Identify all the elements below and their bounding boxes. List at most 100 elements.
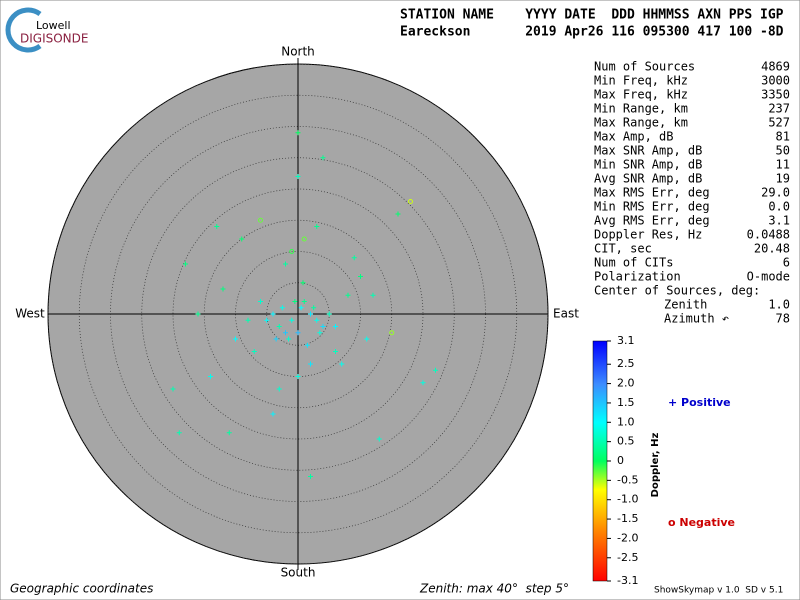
- stat-label: Polarization: [594, 270, 681, 284]
- stat-value: 6: [783, 256, 790, 270]
- source-point: [311, 305, 317, 311]
- source-point: [245, 317, 251, 323]
- stat-value: 81: [776, 130, 790, 144]
- source-point: [176, 430, 182, 436]
- footer-left: Geographic coordinates: [10, 582, 153, 596]
- source-point: [239, 236, 245, 242]
- source-point: [214, 224, 220, 229]
- stat-label: Max Freq, kHz: [594, 88, 688, 102]
- stat-value: 1.0: [768, 298, 790, 312]
- stat-value: 29.0: [761, 186, 790, 200]
- source-point: [300, 280, 306, 286]
- source-point: [301, 299, 307, 304]
- source-point: [308, 311, 313, 317]
- stat-label: Num of Sources: [594, 60, 695, 74]
- colorbar-tick-label: -3.1: [617, 574, 638, 587]
- source-point: [276, 386, 282, 392]
- header-line: STATION NAME YYYY DATE DDD HHMMSS AXN PP…: [400, 8, 784, 23]
- logo-top: Lowell: [36, 19, 71, 32]
- source-point: [320, 155, 326, 161]
- logo-bottom: DIGISONDE: [20, 32, 88, 46]
- source-point: [408, 199, 413, 204]
- source-point: [314, 317, 320, 323]
- source-point: [208, 374, 213, 379]
- source-point: [351, 255, 357, 261]
- source-point: [298, 305, 304, 311]
- source-point: [251, 349, 257, 354]
- source-point: [420, 380, 426, 386]
- stat-value: 11: [776, 158, 790, 172]
- stat-value: 3.1: [768, 214, 790, 228]
- source-point: [376, 436, 382, 442]
- colorbar-tick-label: -2.5: [617, 551, 638, 564]
- source-point: [283, 261, 288, 267]
- stat-value: 19: [776, 172, 790, 186]
- source-point: [258, 299, 263, 304]
- source-point: [308, 474, 313, 479]
- source-point: [395, 211, 401, 217]
- colorbar-tick-label: -1.0: [617, 493, 638, 506]
- stat-value: 78: [776, 312, 790, 326]
- header-line: Eareckson 2019 Apr26 116 095300 417 100 …: [400, 25, 784, 40]
- source-point: [345, 292, 351, 298]
- source-point: [433, 367, 438, 373]
- stat-value: 0.0488: [747, 228, 790, 242]
- legend-negative: o Negative: [668, 516, 735, 529]
- colorbar: [592, 340, 608, 582]
- stat-value: 50: [776, 144, 790, 158]
- source-point: [258, 217, 263, 223]
- source-point: [195, 311, 201, 317]
- source-point: [233, 336, 238, 342]
- source-point: [317, 330, 323, 336]
- colorbar-tick-label: 2.0: [617, 377, 635, 390]
- stat-value: 527: [768, 116, 790, 130]
- source-point: [170, 386, 176, 392]
- stat-label: Max Amp, dB: [594, 130, 673, 144]
- colorbar-tick-label: 2.5: [617, 357, 635, 370]
- stat-value: 3000: [761, 74, 790, 88]
- colorbar-tick-label: 0: [617, 454, 624, 467]
- source-point: [279, 305, 285, 311]
- source-point: [226, 430, 232, 436]
- source-point: [220, 286, 226, 292]
- stat-label: Min SNR Amp, dB: [594, 158, 702, 172]
- colorbar-tick-label: 1.5: [617, 396, 635, 409]
- colorbar-tick-label: -0.5: [617, 473, 638, 486]
- source-point: [264, 317, 270, 323]
- stat-label: Max Range, km: [594, 116, 688, 130]
- source-point: [295, 330, 301, 336]
- stat-label: Avg RMS Err, deg: [594, 214, 710, 228]
- source-point: [326, 311, 332, 317]
- source-point: [295, 374, 301, 379]
- stat-value: 4869: [761, 60, 790, 74]
- footer-right: ShowSkymap v 1.0 SD v 5.1: [654, 586, 783, 596]
- stat-label: Avg SNR Amp, dB: [594, 172, 702, 186]
- source-point: [320, 324, 326, 329]
- colorbar-tick-label: 3.1: [617, 334, 635, 347]
- colorbar-tick-label: -2.0: [617, 531, 638, 544]
- stat-label: Num of CITs: [594, 256, 673, 270]
- source-point: [370, 292, 376, 298]
- source-point: [358, 274, 363, 279]
- colorbar-tick-label: -1.5: [617, 512, 638, 525]
- stat-label: Min Freq, kHz: [594, 74, 688, 88]
- source-point: [314, 224, 320, 229]
- source-point: [308, 361, 313, 367]
- source-point: [333, 324, 338, 329]
- stat-value: 3350: [761, 88, 790, 102]
- source-point: [333, 349, 338, 354]
- stat-label: Zenith: [664, 298, 707, 312]
- stat-label: Min RMS Err, deg: [594, 200, 710, 214]
- stat-value: 20.48: [754, 242, 790, 256]
- stat-value: 0.0: [768, 200, 790, 214]
- stat-value: O-mode: [747, 270, 790, 284]
- source-point: [270, 411, 276, 417]
- source-point: [289, 317, 295, 323]
- source-point: [286, 336, 292, 342]
- colorbar-label: Doppler, Hz: [650, 433, 661, 498]
- stat-label: Min Range, km: [594, 102, 688, 116]
- colorbar-tick-label: 1.0: [617, 415, 635, 428]
- legend-positive: + Positive: [668, 396, 731, 409]
- source-point: [389, 330, 395, 336]
